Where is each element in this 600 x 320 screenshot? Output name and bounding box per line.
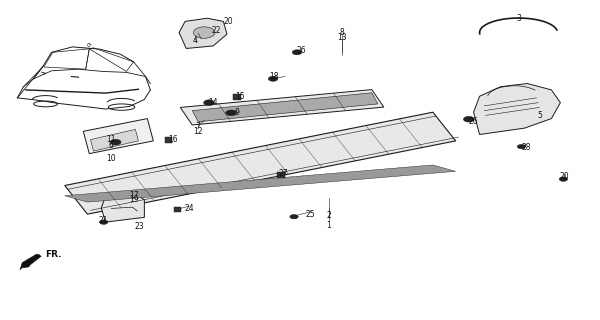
- Polygon shape: [192, 93, 378, 122]
- Circle shape: [517, 144, 526, 149]
- Text: 17: 17: [129, 190, 139, 200]
- Text: 4: 4: [193, 36, 197, 45]
- Text: 1: 1: [326, 221, 331, 230]
- Text: ⟳: ⟳: [87, 42, 92, 47]
- Polygon shape: [101, 192, 145, 222]
- Circle shape: [203, 100, 214, 106]
- Text: 18: 18: [269, 72, 279, 81]
- Text: 27: 27: [278, 169, 288, 178]
- Text: 20: 20: [223, 17, 233, 26]
- Text: 7: 7: [196, 122, 200, 131]
- Text: 6: 6: [109, 141, 114, 150]
- Bar: [173, 206, 181, 212]
- Polygon shape: [65, 165, 455, 202]
- Circle shape: [226, 110, 236, 116]
- Polygon shape: [473, 84, 560, 134]
- Polygon shape: [179, 18, 227, 49]
- Polygon shape: [20, 254, 41, 270]
- Polygon shape: [65, 112, 455, 214]
- Text: 19: 19: [129, 195, 139, 204]
- Text: 10: 10: [107, 154, 116, 163]
- Text: 5: 5: [537, 111, 542, 120]
- Text: 3: 3: [516, 14, 521, 23]
- Circle shape: [193, 27, 215, 38]
- Text: 26: 26: [469, 116, 478, 126]
- Text: 28: 28: [521, 143, 531, 152]
- Text: 16: 16: [168, 135, 178, 144]
- Text: 25: 25: [306, 210, 316, 219]
- Circle shape: [100, 220, 108, 224]
- Circle shape: [559, 177, 568, 181]
- Polygon shape: [91, 129, 139, 151]
- Text: 21: 21: [99, 216, 109, 225]
- Text: 8: 8: [340, 28, 344, 37]
- Circle shape: [463, 116, 474, 122]
- Bar: [277, 172, 285, 178]
- Polygon shape: [83, 119, 154, 154]
- Bar: [233, 94, 241, 100]
- Text: 14: 14: [208, 98, 218, 107]
- Text: 13: 13: [337, 33, 347, 42]
- Text: 26: 26: [296, 45, 306, 55]
- Circle shape: [292, 50, 302, 55]
- Text: 23: 23: [135, 222, 145, 231]
- Circle shape: [290, 214, 298, 219]
- Text: 2: 2: [326, 211, 331, 220]
- Circle shape: [110, 139, 121, 145]
- Text: 20: 20: [560, 172, 569, 181]
- Text: FR.: FR.: [46, 251, 62, 260]
- Text: 24: 24: [184, 204, 194, 213]
- Text: 9: 9: [235, 108, 239, 117]
- Text: 15: 15: [235, 92, 245, 101]
- Circle shape: [268, 76, 278, 81]
- Bar: [164, 137, 172, 143]
- Text: 11: 11: [107, 135, 116, 144]
- Polygon shape: [180, 90, 384, 125]
- Text: 22: 22: [211, 27, 221, 36]
- Text: 12: 12: [193, 127, 203, 136]
